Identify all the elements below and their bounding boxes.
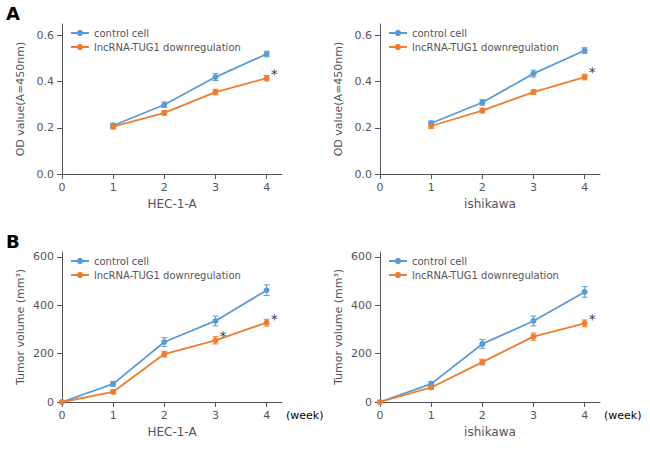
svg-text:(week): (week) — [604, 409, 642, 422]
svg-text:control cell: control cell — [412, 28, 467, 39]
svg-text:HEC-1-A: HEC-1-A — [147, 197, 197, 211]
svg-text:0.2: 0.2 — [355, 121, 373, 134]
svg-text:0: 0 — [47, 396, 54, 409]
svg-text:OD value(A=450nm): OD value(A=450nm) — [332, 42, 345, 157]
svg-text:*: * — [220, 328, 227, 344]
svg-text:ishikawa: ishikawa — [464, 425, 516, 439]
svg-text:control cell: control cell — [94, 28, 149, 39]
svg-text:*: * — [271, 66, 278, 82]
svg-text:HEC-1-A: HEC-1-A — [147, 425, 197, 439]
svg-text:4: 4 — [263, 409, 270, 422]
svg-text:600: 600 — [351, 250, 372, 263]
svg-text:200: 200 — [33, 347, 54, 360]
svg-text:1: 1 — [428, 181, 435, 194]
svg-text:control cell: control cell — [412, 256, 467, 267]
svg-text:4: 4 — [263, 181, 270, 194]
svg-text:0.0: 0.0 — [355, 168, 373, 181]
svg-text:2: 2 — [479, 409, 486, 422]
svg-text:3: 3 — [212, 409, 219, 422]
svg-text:lncRNA-TUG1 downregulation: lncRNA-TUG1 downregulation — [94, 42, 241, 53]
svg-text:4: 4 — [581, 409, 588, 422]
svg-text:lncRNA-TUG1 downregulation: lncRNA-TUG1 downregulation — [412, 270, 559, 281]
svg-text:0: 0 — [377, 409, 384, 422]
svg-text:400: 400 — [33, 299, 54, 312]
svg-text:(week): (week) — [286, 409, 324, 422]
svg-text:0: 0 — [59, 181, 66, 194]
svg-text:1: 1 — [110, 181, 117, 194]
svg-text:1: 1 — [110, 409, 117, 422]
svg-text:0.4: 0.4 — [355, 75, 373, 88]
svg-text:0.6: 0.6 — [355, 29, 373, 42]
svg-text:0: 0 — [59, 409, 66, 422]
svg-text:0: 0 — [377, 181, 384, 194]
svg-text:B: B — [6, 231, 20, 252]
svg-text:A: A — [6, 3, 20, 24]
svg-text:0.0: 0.0 — [37, 168, 55, 181]
svg-text:Tumor volume (mm³): Tumor volume (mm³) — [14, 269, 27, 386]
svg-text:0.6: 0.6 — [37, 29, 55, 42]
svg-text:3: 3 — [530, 181, 537, 194]
svg-text:lncRNA-TUG1 downregulation: lncRNA-TUG1 downregulation — [94, 270, 241, 281]
svg-text:*: * — [271, 311, 278, 327]
svg-text:3: 3 — [212, 181, 219, 194]
svg-text:0.2: 0.2 — [37, 121, 55, 134]
svg-text:lncRNA-TUG1 downregulation: lncRNA-TUG1 downregulation — [412, 42, 559, 53]
svg-text:control cell: control cell — [94, 256, 149, 267]
svg-text:OD value(A=450nm): OD value(A=450nm) — [14, 42, 27, 157]
svg-text:0.4: 0.4 — [37, 75, 55, 88]
svg-text:ishikawa: ishikawa — [464, 197, 516, 211]
svg-text:2: 2 — [161, 181, 168, 194]
svg-text:1: 1 — [428, 409, 435, 422]
svg-text:Tumor volume (mm³): Tumor volume (mm³) — [332, 269, 345, 386]
svg-text:400: 400 — [351, 299, 372, 312]
svg-text:3: 3 — [530, 409, 537, 422]
svg-text:2: 2 — [161, 409, 168, 422]
svg-text:0: 0 — [365, 396, 372, 409]
svg-text:*: * — [589, 311, 596, 327]
svg-text:200: 200 — [351, 347, 372, 360]
svg-text:*: * — [589, 64, 596, 80]
svg-text:4: 4 — [581, 181, 588, 194]
svg-text:2: 2 — [479, 181, 486, 194]
svg-text:600: 600 — [33, 250, 54, 263]
